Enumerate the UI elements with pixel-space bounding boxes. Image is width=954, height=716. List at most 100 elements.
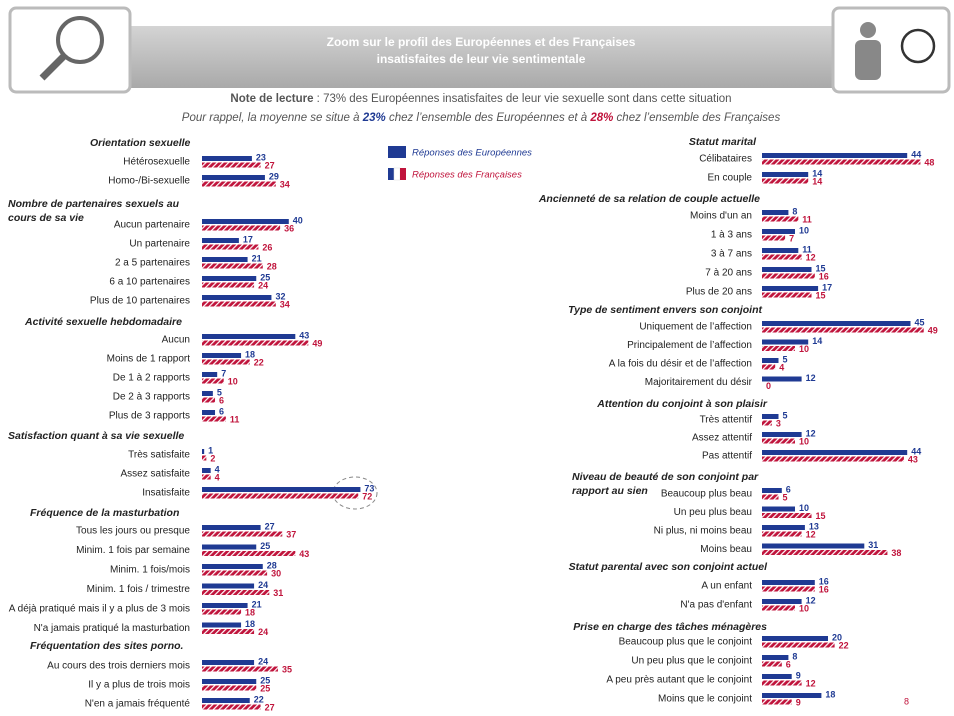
reminder: Pour rappel, la moyenne se situe à 23% c… bbox=[182, 112, 781, 124]
bar-europe bbox=[762, 358, 779, 363]
value-label-europe: 12 bbox=[806, 595, 816, 605]
bar-europe bbox=[202, 449, 205, 454]
magnifier-handle bbox=[39, 53, 67, 81]
category-label: Principalement de l’affection bbox=[627, 340, 752, 351]
value-label-europe: 20 bbox=[832, 632, 842, 642]
value-label-europe: 5 bbox=[217, 387, 222, 397]
legend-swatch-france bbox=[393, 167, 401, 181]
bar-france bbox=[762, 346, 795, 351]
bar-france bbox=[762, 494, 779, 500]
reminder-france: 28% bbox=[589, 112, 613, 124]
value-label-france: 0 bbox=[766, 381, 771, 391]
value-label-france: 7 bbox=[789, 233, 794, 243]
bar-europe bbox=[202, 698, 250, 703]
value-label-europe: 27 bbox=[265, 521, 275, 531]
value-label-france: 30 bbox=[271, 568, 281, 578]
category-label: Beaucoup plus beau bbox=[661, 489, 752, 500]
category-label: Célibataires bbox=[699, 154, 752, 165]
value-label-europe: 10 bbox=[799, 503, 809, 513]
bar-europe bbox=[762, 376, 802, 382]
category-label: Au cours des trois derniers mois bbox=[47, 661, 190, 672]
value-label-france: 3 bbox=[776, 418, 781, 428]
note-text: : 73% des Européennes insatisfaites de l… bbox=[313, 93, 731, 105]
value-label-france: 12 bbox=[806, 252, 816, 262]
bar-france bbox=[762, 254, 802, 260]
person-icon bbox=[855, 40, 881, 80]
category-label: N'a jamais pratiqué la masturbation bbox=[34, 623, 190, 634]
category-label: Minim. 1 fois / trimestre bbox=[87, 584, 191, 595]
bar-europe bbox=[762, 693, 822, 698]
value-label-europe: 25 bbox=[260, 675, 270, 685]
value-label-europe: 21 bbox=[252, 253, 262, 263]
value-label-europe: 13 bbox=[809, 521, 819, 531]
bar-europe bbox=[762, 172, 809, 177]
bar-europe bbox=[202, 679, 257, 684]
category-label: Assez satisfaite bbox=[121, 469, 191, 480]
bar-france bbox=[762, 456, 904, 462]
value-label-france: 4 bbox=[215, 472, 220, 482]
legend-swatch-france bbox=[388, 168, 394, 180]
value-label-france: 43 bbox=[299, 549, 309, 559]
bar-france bbox=[762, 531, 802, 537]
bar-france bbox=[762, 699, 792, 705]
bar-europe bbox=[202, 175, 265, 180]
value-label-france: 34 bbox=[280, 299, 290, 309]
value-label-europe: 44 bbox=[911, 446, 921, 456]
legend-swatch-france bbox=[400, 168, 406, 180]
bar-france bbox=[202, 397, 216, 403]
bar-france bbox=[762, 605, 795, 611]
bar-france bbox=[202, 590, 270, 595]
bar-europe bbox=[762, 229, 795, 234]
value-label-europe: 24 bbox=[258, 580, 268, 590]
magnifier bbox=[56, 16, 104, 64]
category-label: Moins de 1 rapport bbox=[107, 354, 191, 365]
bar-france bbox=[202, 570, 268, 576]
bar-europe bbox=[762, 267, 812, 272]
value-label-europe: 73 bbox=[364, 483, 374, 493]
value-label-france: 31 bbox=[273, 588, 283, 598]
value-label-europe: 45 bbox=[915, 317, 925, 327]
reading-note: Note de lecture : 73% des Européennes in… bbox=[230, 93, 731, 105]
bar-europe bbox=[202, 156, 252, 161]
category-label: A peu près autant que le conjoint bbox=[606, 675, 752, 686]
category-label: 1 à 3 ans bbox=[711, 230, 752, 241]
category-label: 6 a 10 partenaires bbox=[109, 277, 190, 288]
bar-france bbox=[202, 416, 226, 422]
bar-europe bbox=[762, 674, 792, 679]
category-label: Un peu plus que le conjoint bbox=[631, 656, 752, 667]
value-label-france: 27 bbox=[265, 160, 275, 170]
section-title: Statut marital bbox=[689, 136, 757, 148]
section-title: Niveau de beauté de son conjoint par bbox=[572, 471, 759, 483]
legend-france: Réponses des Françaises bbox=[412, 170, 522, 181]
section-title: Orientation sexuelle bbox=[90, 137, 191, 149]
value-label-france: 22 bbox=[254, 357, 264, 367]
value-label-europe: 6 bbox=[219, 406, 224, 416]
category-label: A un enfant bbox=[701, 581, 752, 592]
value-label-europe: 18 bbox=[245, 349, 255, 359]
bar-france bbox=[762, 438, 795, 444]
bar-europe bbox=[202, 219, 289, 224]
category-label: Il y a plus de trois mois bbox=[88, 680, 190, 691]
bar-europe bbox=[762, 599, 802, 604]
category-label: Homo-/Bi-sexuelle bbox=[108, 176, 190, 187]
section-title: Prise en charge des tâches ménagères bbox=[573, 621, 767, 633]
value-label-france: 10 bbox=[228, 376, 238, 386]
bar-europe bbox=[762, 432, 802, 437]
bar-france bbox=[762, 680, 802, 686]
bar-france bbox=[762, 273, 815, 279]
note-label: Note de lecture bbox=[230, 93, 313, 105]
value-label-europe: 44 bbox=[911, 149, 921, 159]
bar-france bbox=[762, 178, 809, 184]
category-label: De 1 à 2 rapports bbox=[113, 373, 190, 384]
value-label-france: 36 bbox=[284, 223, 294, 233]
bar-europe bbox=[762, 450, 908, 455]
bar-europe bbox=[202, 410, 216, 415]
category-label: Ni plus, ni moins beau bbox=[654, 526, 752, 537]
value-label-europe: 28 bbox=[267, 560, 277, 570]
value-label-europe: 43 bbox=[299, 330, 309, 340]
bar-europe bbox=[202, 603, 248, 608]
bar-europe bbox=[762, 210, 789, 215]
value-label-europe: 18 bbox=[825, 689, 835, 699]
value-label-france: 10 bbox=[799, 344, 809, 354]
bar-france bbox=[762, 661, 782, 667]
